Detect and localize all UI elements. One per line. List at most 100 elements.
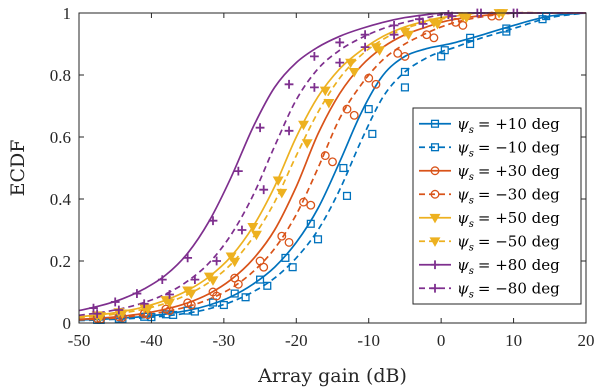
y-tick-label: 0.6 [50,128,71,147]
data-point-marker [164,298,175,309]
legend-value: = −80 deg [478,279,560,297]
legend-label: ψs = +50 deg [457,209,560,230]
series-line-0 [78,12,587,321]
data-point-marker [225,252,237,262]
data-point-marker [92,309,102,319]
data-point-marker [313,235,323,244]
data-point-marker [250,230,262,241]
x-tick-label: -20 [285,331,308,350]
legend-label: ψs = +80 deg [457,256,560,277]
data-point-marker [89,303,98,313]
data-point-marker [185,289,197,300]
data-point-marker [259,185,269,195]
data-point-marker [284,126,294,136]
data-point-marker [364,73,374,83]
data-point-marker [371,79,381,89]
legend-item: ψs = −80 deg [419,279,560,300]
legend-item: ψs = +50 deg [419,209,560,230]
data-point-marker [259,262,269,272]
legend-symbol: ψ [457,279,469,297]
x-tick-label: -40 [140,331,163,350]
data-point-marker [208,216,218,226]
data-point-marker [229,257,241,268]
data-point-marker [360,42,370,52]
x-axis-label: Array gain (dB) [257,365,407,387]
data-point-marker [430,189,440,199]
data-point-marker [393,48,403,58]
data-point-marker [430,119,440,128]
data-point-marker [114,305,124,315]
legend-item: ψs = +80 deg [419,256,560,277]
data-point-marker [335,38,345,47]
legend-subscript: s [469,266,474,277]
data-point-marker [497,9,509,19]
data-point-marker [320,151,330,161]
data-point-marker [430,283,440,293]
legend-value: = −50 deg [478,232,560,250]
data-point-marker [157,275,167,284]
data-point-marker [190,307,199,316]
data-point-marker [368,129,377,138]
data-point-marker [403,30,415,41]
legend-value: = +30 deg [478,162,560,180]
plot-area-border [78,12,587,324]
y-axis-label: ECDF [7,140,29,197]
data-point-marker [400,83,409,92]
data-point-marker [165,290,174,299]
data-point-marker [349,110,359,120]
legend-symbol: ψ [457,115,469,133]
series-markers [89,8,551,324]
data-point-marker [241,293,250,302]
legend-label: ψs = −80 deg [457,279,560,300]
y-tick-label: 0.4 [50,190,72,209]
data-point-marker [502,27,511,36]
data-point-marker [284,237,294,247]
data-point-marker [345,58,357,69]
data-point-marker [364,105,373,114]
data-point-marker [142,305,154,315]
series-line-3 [78,11,586,321]
axis-ticks [78,12,587,324]
legend-label: ψs = −30 deg [457,185,560,206]
x-tick-label: 10 [505,331,522,350]
y-tick-label: 0.2 [50,252,71,271]
legend-item: ψs = −50 deg [419,232,560,253]
data-point-marker [342,191,352,200]
data-point-marker [400,67,409,76]
data-point-marker [437,52,446,61]
y-tick-label: 0 [63,314,72,333]
data-point-marker [309,83,319,92]
data-point-marker [256,275,265,284]
data-point-marker [415,14,424,24]
legend-label: ψs = −50 deg [457,232,560,253]
legend-symbol: ψ [457,162,469,180]
data-point-marker [219,300,228,310]
axis-tick-labels: -50 -40 -30 -20 -10 0 10 20 0 0.2 0.4 0.6 0.8 1 [50,4,595,350]
x-tick-label: -10 [357,331,380,350]
legend-value: = +50 deg [478,209,560,227]
data-point-marker [255,123,265,133]
data-point-marker [309,52,319,61]
data-point-marker [298,120,309,131]
data-point-marker [301,139,313,149]
data-point-marker [538,15,547,24]
legend-symbol: ψ [457,138,469,156]
legend-value: = −30 deg [478,185,560,203]
legend-subscript: s [469,148,474,159]
data-point-marker [110,297,120,307]
data-point-marker [95,312,107,322]
data-point-marker [319,86,331,97]
x-tick-label: -50 [68,331,91,350]
legend-item: ψs = +10 deg [419,115,560,136]
data-point-marker [389,30,399,40]
data-point-marker [451,17,461,27]
legend-subscript: s [469,125,474,136]
data-point-marker [263,281,272,290]
data-point-marker [139,299,149,309]
data-point-marker [466,39,475,49]
legend-subscript: s [469,242,474,253]
data-point-marker [461,13,472,24]
legend-symbol: ψ [457,256,469,274]
